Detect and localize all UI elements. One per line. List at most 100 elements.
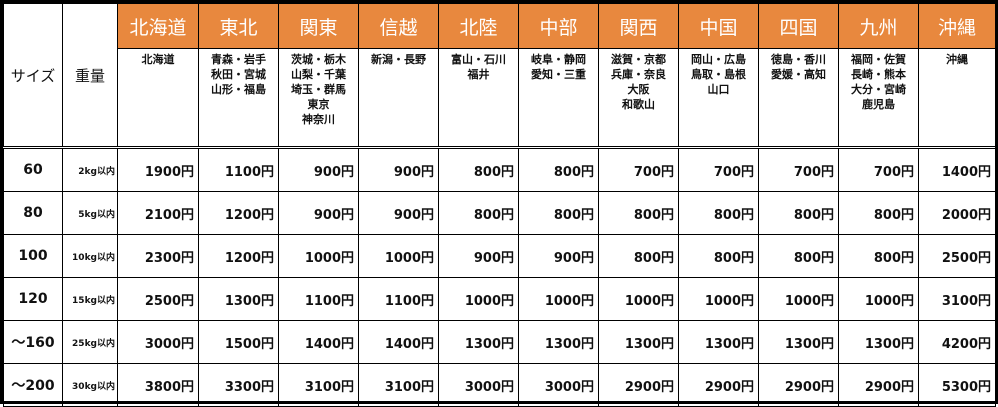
rate-row: 80 5kg以内 2100円 1200円 900円 900円 800円 800円 800円 800… [3,191,996,235]
prefecture-line: 埼玉・群馬 [291,83,346,96]
weight-cell: 25kg以内 [62,320,118,364]
price-cell: 800円 [838,191,919,235]
size-cell: 100 [3,234,63,278]
prefecture-line: 福井 [467,68,490,81]
price-cell: 800円 [518,146,599,192]
prefecture-line: 岡山・広島 [691,53,746,66]
price-cell: 1300円 [678,320,759,364]
price-cell: 1200円 [198,234,279,278]
region-prefectures: 福岡・佐賀 長崎・熊本 大分・宮崎 鹿児島 [838,48,919,148]
price-cell: 1000円 [278,234,359,278]
region-prefectures: 新潟・長野 [358,48,439,148]
price-cell: 4200円 [918,320,996,364]
price-cell: 1100円 [198,146,279,192]
price-cell: 3100円 [358,363,439,407]
price-cell: 800円 [518,191,599,235]
region-header: 中国 [678,3,759,49]
prefecture-line: 大分・宮崎 [851,83,906,96]
prefecture-line: 山口 [707,83,730,96]
price-cell: 2500円 [117,277,199,321]
rate-row: ～200 30kg以内 3800円 3300円 3100円 3100円 3000円 3000円… [3,363,996,407]
price-cell: 1000円 [438,277,519,321]
price-cell: 1100円 [358,277,439,321]
price-cell: 700円 [838,146,919,192]
price-cell: 800円 [758,191,839,235]
price-cell: 700円 [678,146,759,192]
price-cell: 1300円 [838,320,919,364]
price-cell: 2500円 [918,234,996,278]
price-cell: 800円 [598,191,679,235]
rate-row: 100 10kg以内 2300円 1200円 1000円 1000円 900円 900円 800… [3,234,996,278]
price-cell: 2900円 [758,363,839,407]
weight-cell: 5kg以内 [62,191,118,235]
price-cell: 2000円 [918,191,996,235]
price-cell: 1300円 [758,320,839,364]
price-cell: 1000円 [678,277,759,321]
price-cell: 1300円 [198,277,279,321]
prefecture-line: 徳島・香川 [771,53,826,66]
price-cell: 900円 [518,234,599,278]
price-cell: 1100円 [278,277,359,321]
weight-cell: 10kg以内 [62,234,118,278]
price-cell: 3300円 [198,363,279,407]
price-cell: 800円 [838,234,919,278]
region-prefectures: 茨城・栃木 山梨・千葉 埼玉・群馬 東京 神奈川 [278,48,359,148]
price-cell: 800円 [758,234,839,278]
prefecture-line: 和歌山 [622,98,655,111]
price-cell: 2900円 [678,363,759,407]
price-cell: 800円 [678,234,759,278]
prefecture-line: 秋田・宮城 [211,68,266,81]
size-header: サイズ [3,3,63,148]
region-prefectures: 沖縄 [918,48,996,148]
price-cell: 1000円 [838,277,919,321]
price-cell: 1300円 [438,320,519,364]
weight-cell: 15kg以内 [62,277,118,321]
prefecture-line: 山梨・千葉 [291,68,346,81]
price-cell: 1000円 [758,277,839,321]
size-cell: 60 [3,146,63,192]
prefecture-line: 岐阜・静岡 [531,53,586,66]
prefecture-line: 愛知・三重 [531,68,586,81]
region-header: 四国 [758,3,839,49]
price-cell: 900円 [358,191,439,235]
rate-row: ～160 25kg以内 3000円 1500円 1400円 1400円 1300円 1300円… [3,320,996,364]
price-cell: 3000円 [117,320,199,364]
price-cell: 3800円 [117,363,199,407]
prefecture-line: 神奈川 [302,113,335,126]
region-header: 東北 [198,3,279,49]
region-header: 関西 [598,3,679,49]
price-cell: 2900円 [838,363,919,407]
region-header: 九州 [838,3,919,49]
size-cell: 80 [3,191,63,235]
price-cell: 800円 [598,234,679,278]
size-cell: ～200 [3,363,63,407]
weight-cell: 30kg以内 [62,363,118,407]
price-cell: 2300円 [117,234,199,278]
prefecture-line: 兵庫・奈良 [611,68,666,81]
price-cell: 5300円 [918,363,996,407]
prefecture-line: 富山・石川 [451,53,506,66]
price-cell: 1300円 [598,320,679,364]
price-cell: 2900円 [598,363,679,407]
region-header: 中部 [518,3,599,49]
weight-cell: 2kg以内 [62,146,118,192]
price-cell: 1200円 [198,191,279,235]
price-cell: 1500円 [198,320,279,364]
price-cell: 1400円 [278,320,359,364]
price-cell: 1300円 [518,320,599,364]
weight-header: 重量 [62,3,118,148]
price-cell: 700円 [598,146,679,192]
price-cell: 3100円 [918,277,996,321]
price-cell: 800円 [438,191,519,235]
price-cell: 2100円 [117,191,199,235]
prefecture-line: 愛媛・高知 [771,68,826,81]
prefecture-line: 沖縄 [946,53,968,66]
price-cell: 800円 [438,146,519,192]
region-header: 北海道 [117,3,199,49]
price-cell: 1400円 [358,320,439,364]
region-header: 関東 [278,3,359,49]
shipping-rate-table: サイズ 重量 北海道 東北 関東 信越 北陸 中部 関西 中国 四国 九州 沖縄 北海道 青森・岩手秋… [3,3,996,407]
price-cell: 900円 [438,234,519,278]
price-cell: 3100円 [278,363,359,407]
